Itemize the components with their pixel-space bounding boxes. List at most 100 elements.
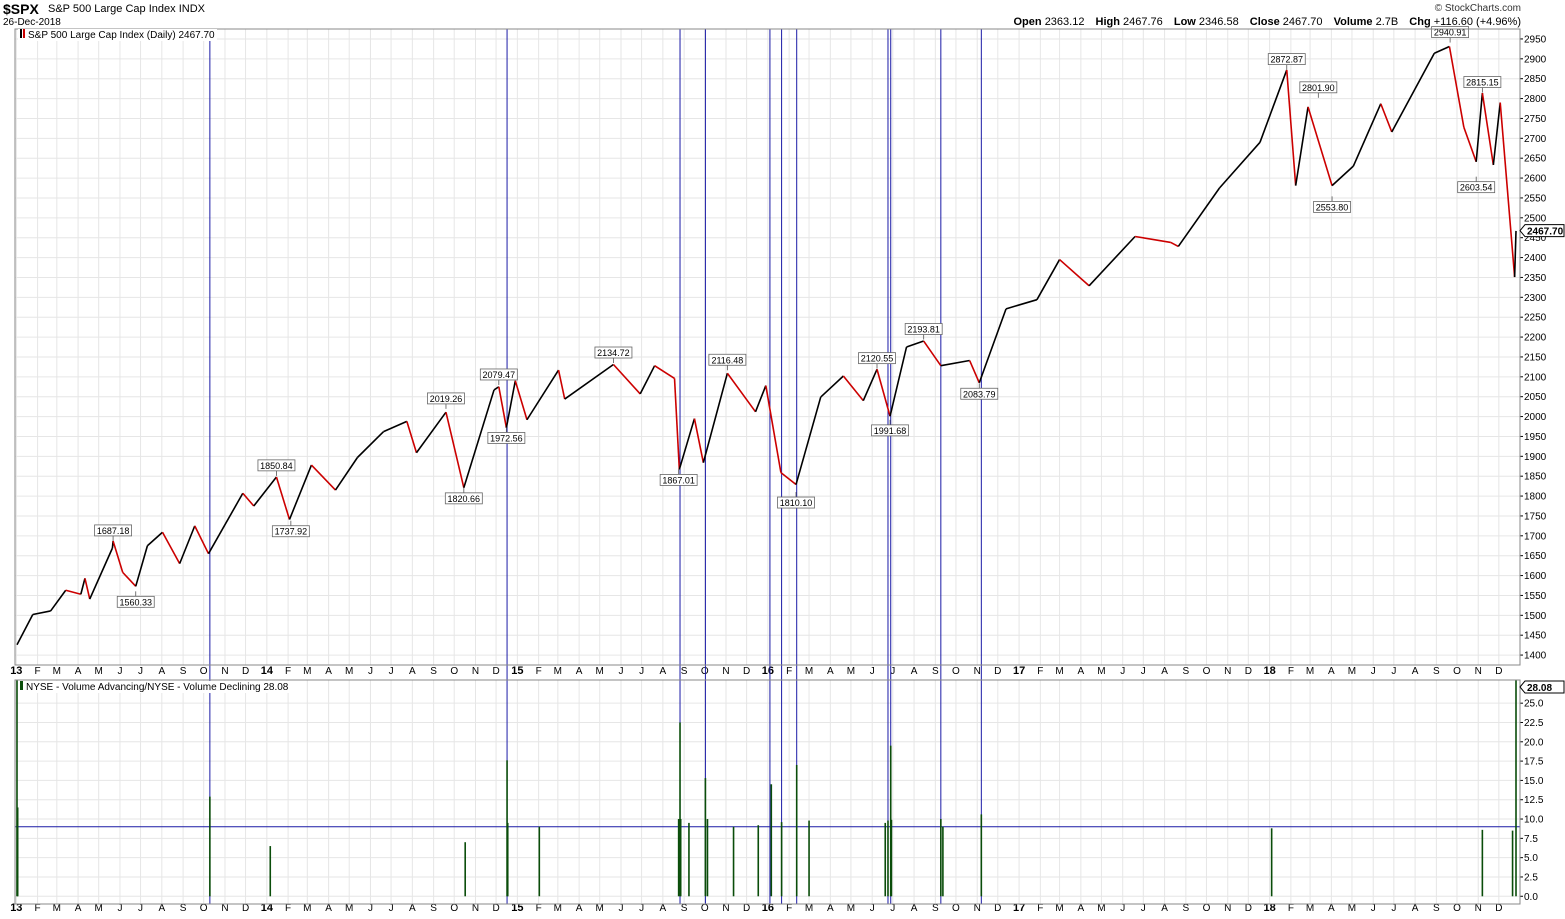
volume-series <box>16 680 1517 897</box>
chg-label: Chg <box>1409 16 1431 28</box>
price-tick-label: 2250 <box>1524 313 1547 324</box>
price-x-tick-label: M <box>345 666 353 677</box>
price-legend-swatch-2 <box>23 29 25 38</box>
price-segment <box>678 418 696 470</box>
annotation-label: 2603.54 <box>1460 183 1493 193</box>
indicator-x-tick-label: O <box>701 903 709 914</box>
price-segment <box>1475 92 1484 162</box>
indicator-x-tick-label: M <box>805 903 813 914</box>
indicator-x-tick-label: 15 <box>511 902 523 914</box>
indicator-legend-text: NYSE - Volume Advancing/NYSE - Volume De… <box>26 682 289 693</box>
price-x-tick-label: D <box>492 666 499 677</box>
price-segment <box>288 464 313 520</box>
price-x-tick-label: 16 <box>762 665 774 677</box>
price-x-tick-label: S <box>430 666 437 677</box>
indicator-x-tick-label: D <box>1245 903 1252 914</box>
price-x-tick-label: F <box>786 666 792 677</box>
volume-spike-bar <box>808 820 810 897</box>
price-segment <box>89 547 114 600</box>
price-tick-label: 1650 <box>1524 551 1547 562</box>
price-legend-swatch <box>20 29 22 38</box>
price-tick-label: 2450 <box>1524 233 1547 244</box>
price-x-tick-label: J <box>117 666 122 677</box>
annotation-label: 2872.87 <box>1270 55 1303 65</box>
price-segment <box>1331 165 1354 187</box>
price-x-tick-label: A <box>325 666 332 677</box>
indicator-x-tick-label: F <box>786 903 792 914</box>
volume-spike-bar <box>704 778 707 897</box>
indicator-x-tick-label: O <box>952 903 960 914</box>
price-x-tick-label: N <box>1475 666 1482 677</box>
price-x-tick-label: A <box>409 666 416 677</box>
symbol: $SPX <box>3 1 39 17</box>
volume-spike-bar <box>1515 680 1517 897</box>
price-annotation: 1850.84 <box>257 459 296 476</box>
price-x-tick-label: M <box>1348 666 1356 677</box>
price-x-tick-label: O <box>450 666 458 677</box>
price-annotation: 2193.81 <box>904 323 943 340</box>
indicator-tick-label: 25.0 <box>1524 699 1544 710</box>
indicator-x-tick-label: D <box>242 903 249 914</box>
price-tick-label: 1500 <box>1524 611 1547 622</box>
price-segment <box>564 363 614 400</box>
price-segment <box>889 346 908 417</box>
indicator-tick-label: 7.5 <box>1524 834 1538 845</box>
price-segment <box>862 368 878 401</box>
price-tick-label: 2150 <box>1524 352 1547 363</box>
tag-shape <box>1519 224 1565 238</box>
annotation-box <box>708 353 747 366</box>
volume-spike-bar <box>16 680 18 897</box>
annotation-box <box>487 432 526 444</box>
annotation-box <box>1313 201 1351 213</box>
volume-spike-bar <box>890 819 893 897</box>
price-x-tick-label: J <box>1391 666 1396 677</box>
price-x-tick-label: M <box>1306 666 1314 677</box>
price-segment <box>242 492 255 507</box>
indicator-x-tick-label: N <box>1475 903 1482 914</box>
price-segment <box>275 476 291 520</box>
indicator-panel-frame <box>14 679 1521 905</box>
price-x-tick-label: A <box>1412 666 1419 677</box>
price-tick-label: 1800 <box>1524 492 1547 503</box>
price-x-tick-label: A <box>1328 666 1335 677</box>
price-segment <box>702 373 729 463</box>
price-segment <box>49 589 67 612</box>
price-annotation: 2134.72 <box>594 346 633 364</box>
price-annotation: 1820.66 <box>444 487 483 505</box>
price-segment <box>906 340 924 348</box>
price-segment <box>968 360 981 384</box>
tag-shape <box>1519 680 1565 694</box>
price-x-tick-label: A <box>911 666 918 677</box>
price-segment <box>1059 258 1090 287</box>
price-x-tick-label: S <box>681 666 688 677</box>
price-tick-label: 2550 <box>1524 193 1547 204</box>
price-tick-label: 2950 <box>1524 34 1547 45</box>
low-value: 2346.58 <box>1198 16 1239 28</box>
price-tick-label: 2400 <box>1524 253 1547 264</box>
price-segment <box>1088 235 1136 287</box>
price-segment <box>1036 259 1061 301</box>
indicator-x-tick-label: N <box>472 903 479 914</box>
volume-label: Volume <box>1333 16 1373 28</box>
annotation-label: 1850.84 <box>260 461 293 471</box>
indicator-x-tick-label: O <box>200 903 208 914</box>
price-segment <box>253 476 278 507</box>
indicator-tick-label: 15.0 <box>1524 776 1544 787</box>
price-tick-label: 2850 <box>1524 74 1547 85</box>
price-annotation: 1560.33 <box>116 591 155 608</box>
annotation-box <box>659 474 698 486</box>
ohlc-summary: Open 2363.12 High 2467.76 Low 2346.58 Cl… <box>1014 16 1522 28</box>
annotation-box <box>427 392 465 405</box>
price-x-tick-label: J <box>1141 666 1146 677</box>
annotation-box <box>960 387 999 400</box>
price-tick-label: 2750 <box>1524 114 1547 125</box>
volume-spike-bar <box>506 822 509 897</box>
price-segment <box>1499 102 1516 278</box>
price-x-tick-label: O <box>1453 666 1461 677</box>
price-segment <box>1433 45 1450 54</box>
indicator-x-tick-label: D <box>492 903 499 914</box>
price-x-tick-label: J <box>890 666 895 677</box>
indicator-x-tick-label: O <box>450 903 458 914</box>
price-annotation: 2801.90 <box>1299 81 1338 98</box>
